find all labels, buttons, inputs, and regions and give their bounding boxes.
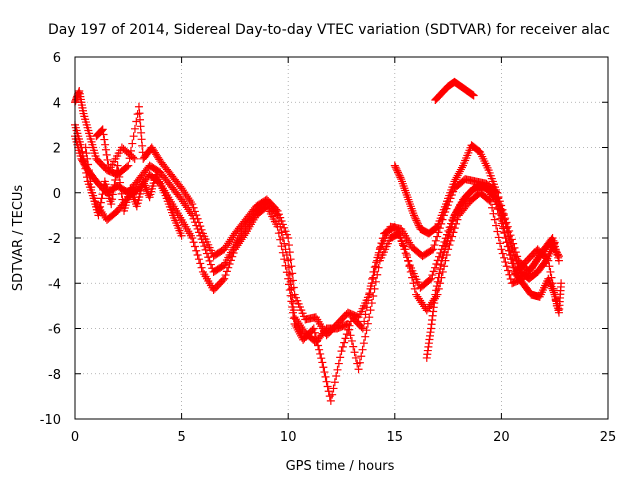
x-tick-label: 0 [71,430,79,445]
y-tick-label: 0 [53,187,61,202]
x-tick-label: 5 [177,430,185,445]
chart-title: Day 197 of 2014, Sidereal Day-to-day VTE… [48,22,610,38]
x-tick-label: 25 [600,430,617,445]
y-tick-label: 2 [53,142,61,157]
x-tick-label: 15 [387,430,404,445]
y-tick-label: -4 [48,277,61,292]
x-axis-label: GPS time / hours [286,459,395,474]
y-tick-label: -6 [48,323,61,338]
y-tick-label: 6 [53,51,61,66]
x-tick-label: 10 [280,430,297,445]
y-tick-label: -10 [40,413,61,428]
y-tick-label: 4 [53,96,61,111]
y-tick-label: -2 [48,232,61,247]
y-axis-label: SDTVAR / TECUs [11,185,26,292]
chart: Day 197 of 2014, Sidereal Day-to-day VTE… [0,0,640,480]
x-tick-label: 20 [493,430,510,445]
chart-background [0,0,640,480]
y-tick-label: -8 [48,368,61,383]
